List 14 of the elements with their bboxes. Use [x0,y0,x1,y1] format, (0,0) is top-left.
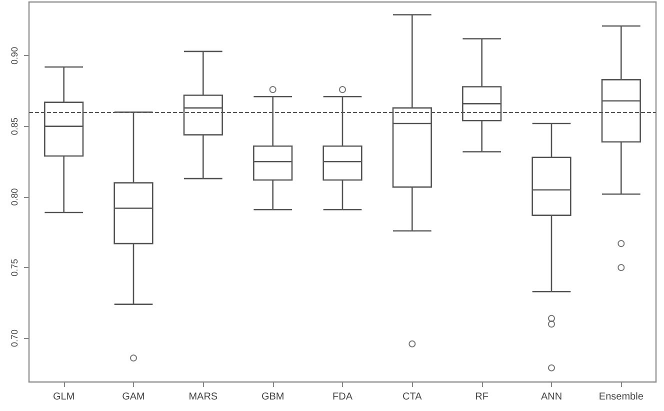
y-tick-label: 0.85 [10,118,20,136]
y-tick-label: 0.80 [10,188,20,206]
x-tick-label: MARS [188,392,218,402]
x-tick-label: Ensemble [598,392,644,402]
y-tick-label: 0.75 [10,258,20,276]
x-tick-label: GAM [122,392,145,402]
x-tick-label: RF [475,392,489,402]
x-tick-label: GBM [261,392,284,402]
y-tick-label: 0.70 [10,329,20,347]
x-tick-label: CTA [402,392,422,402]
x-tick-label: ANN [540,392,562,402]
x-tick-label: FDA [332,392,353,402]
y-tick-label: 0.90 [10,46,20,64]
x-tick-label: GLM [52,392,75,402]
